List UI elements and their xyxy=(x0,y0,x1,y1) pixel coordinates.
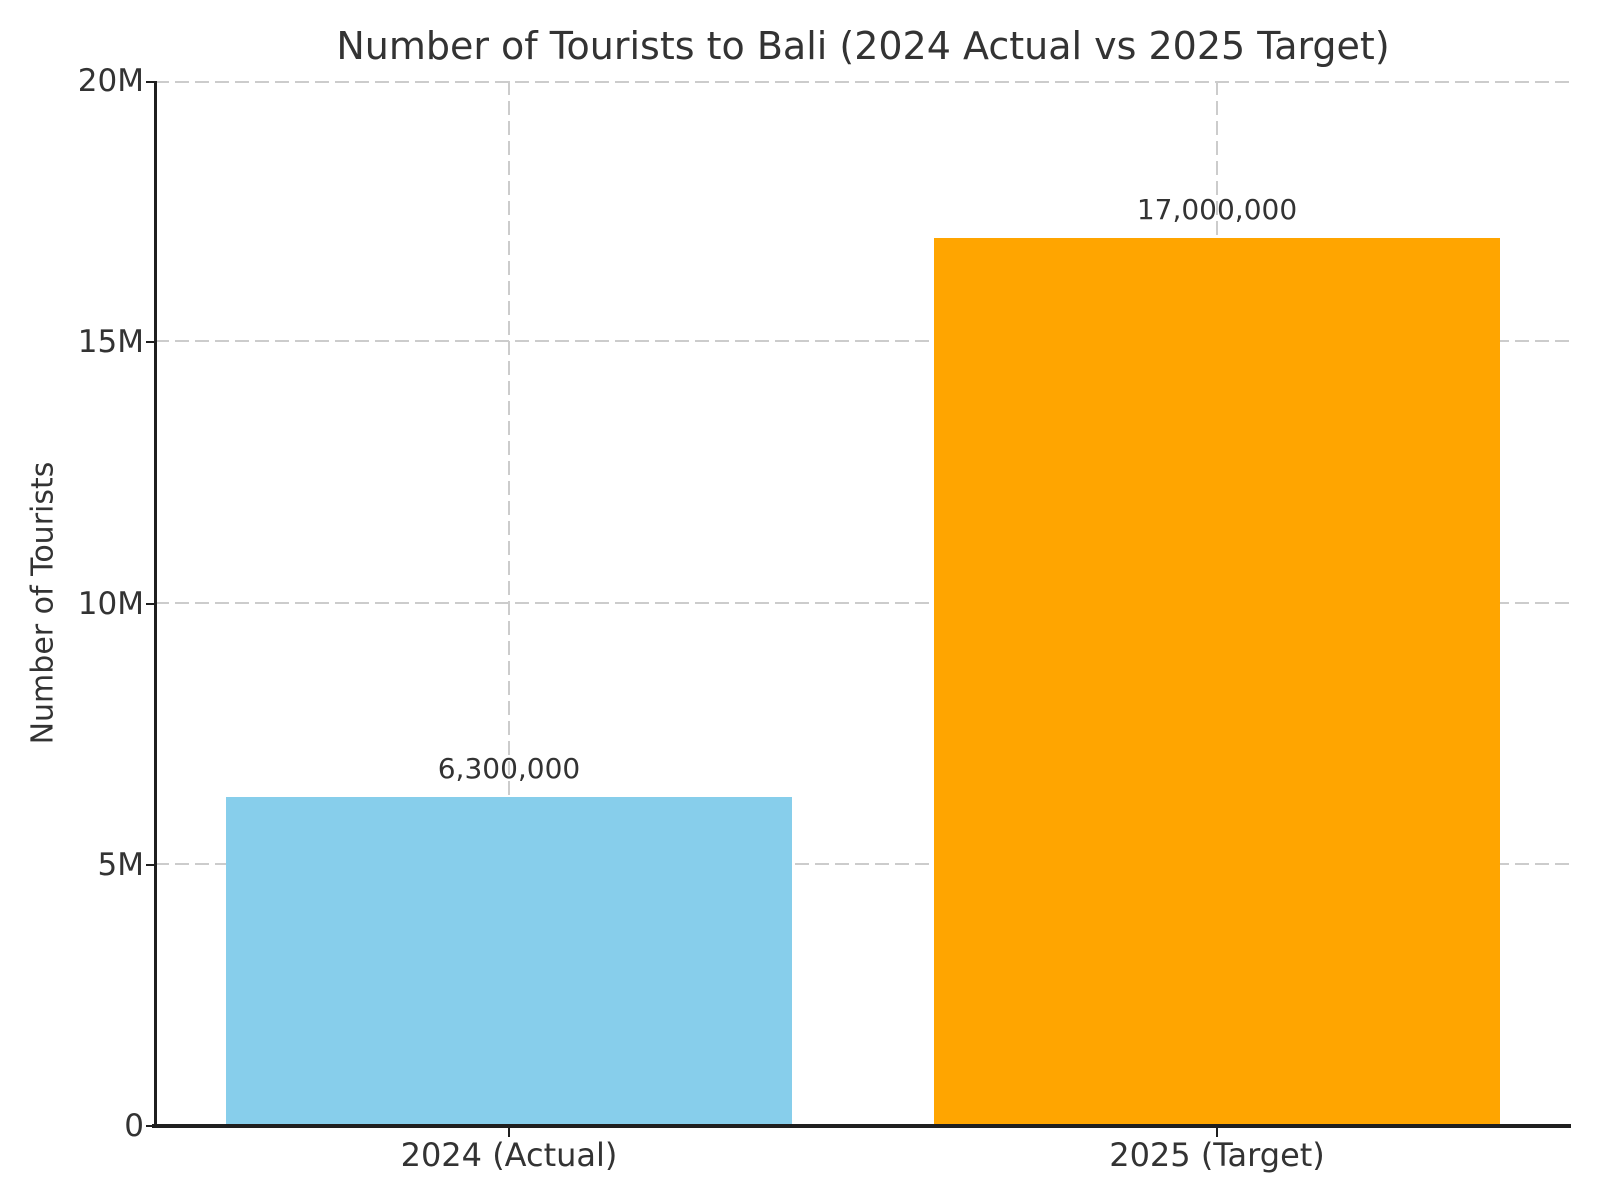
gridline-h-20m xyxy=(155,81,1571,83)
xtick-label-2024: 2024 (Actual) xyxy=(400,1136,618,1174)
y-axis-spine xyxy=(154,81,157,1128)
gridline-h-5m xyxy=(155,862,1571,865)
ytick-mark-5m xyxy=(146,863,155,866)
bar-2025-target: 17,000,000 xyxy=(933,193,1501,1126)
bar-value-label-2024: 6,300,000 xyxy=(437,751,581,785)
ytick-label-5m: 5M xyxy=(97,847,144,883)
ytick-label-15m: 15M xyxy=(77,324,144,360)
ytick-label-10m: 10M xyxy=(77,586,144,622)
x-axis-spine xyxy=(152,1124,1571,1128)
ytick-mark-0 xyxy=(146,1125,155,1127)
plot-area: 6,300,000 17,000,000 xyxy=(146,81,1571,1137)
ytick-mark-15m xyxy=(146,341,155,344)
ytick-mark-10m xyxy=(146,602,155,605)
gridline-h-15m xyxy=(155,340,1571,343)
xtick-label-2025: 2025 (Target) xyxy=(1109,1136,1325,1174)
ytick-label-0: 0 xyxy=(124,1108,144,1144)
ytick-label-20m: 20M xyxy=(77,63,144,99)
xtick-mark-2025 xyxy=(1216,1128,1218,1137)
bar-value-label-2025: 17,000,000 xyxy=(1136,192,1298,226)
bar-slot-2024: 6,300,000 xyxy=(225,81,793,1126)
gridline-h-10m xyxy=(155,601,1571,604)
ytick-mark-20m xyxy=(146,81,155,83)
chart-title: Number of Tourists to Bali (2024 Actual … xyxy=(336,24,1390,68)
gridline-v-2024 xyxy=(508,81,510,1126)
bar-2024-actual: 6,300,000 xyxy=(225,752,793,1126)
bar-slot-2025: 17,000,000 xyxy=(933,81,1501,1126)
xtick-mark-2024 xyxy=(508,1128,510,1137)
